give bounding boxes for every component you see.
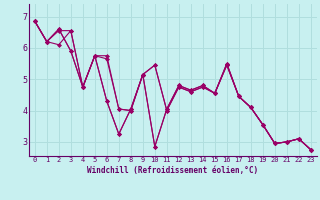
X-axis label: Windchill (Refroidissement éolien,°C): Windchill (Refroidissement éolien,°C) — [87, 166, 258, 175]
